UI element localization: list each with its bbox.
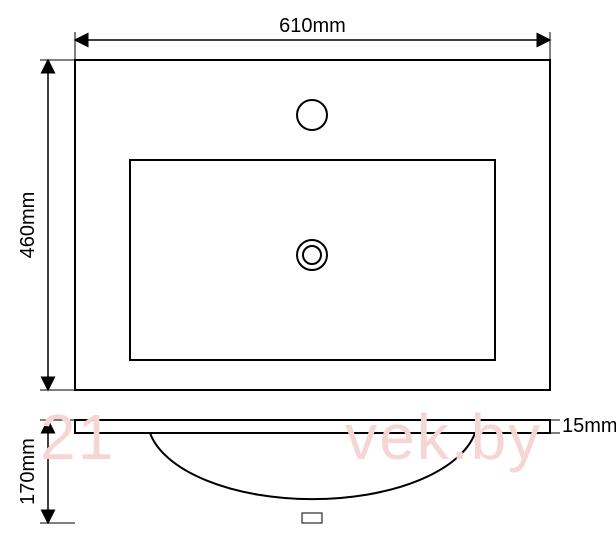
dimension-drawing: 610mm 460mm 170mm 15mm <box>0 0 616 536</box>
bowl-arc <box>150 433 475 499</box>
basin-outline <box>130 160 495 360</box>
dim-depth-label: 170mm <box>17 438 39 505</box>
dim-width-label: 610mm <box>279 15 346 37</box>
countertop-outline <box>75 60 550 390</box>
dim-height-label: 460mm <box>17 192 39 259</box>
drain-inner <box>303 246 321 264</box>
slab-outline <box>75 420 550 433</box>
drain-tab <box>302 513 322 523</box>
drain-outer <box>297 240 327 270</box>
dim-slab-label: 15mm <box>562 415 616 437</box>
faucet-hole <box>297 100 327 130</box>
